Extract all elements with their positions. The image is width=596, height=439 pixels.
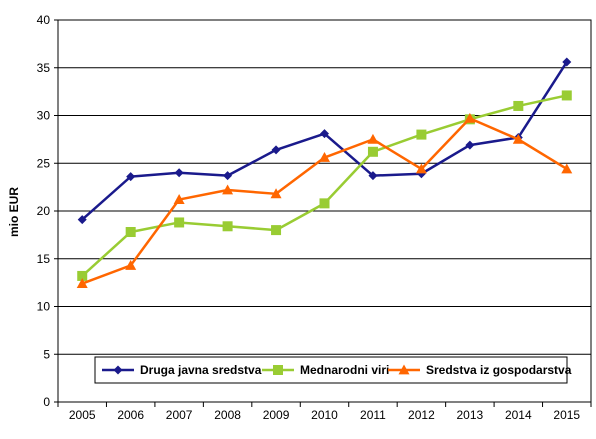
legend-marker [398,364,410,375]
data-point [125,259,137,270]
y-tick-label: 5 [43,347,50,361]
gridlines [58,67,591,355]
x-tick-label: 2015 [553,408,580,422]
data-point [174,168,184,178]
data-point [561,90,572,101]
y-tick-label: 30 [37,109,51,123]
x-tick-label: 2014 [505,408,532,422]
data-point [464,112,476,123]
data-point [416,129,427,140]
x-tick-label: 2009 [263,408,290,422]
data-point [415,163,427,174]
data-point [562,57,572,67]
data-point [173,194,185,204]
x-tick-label: 2010 [311,408,338,422]
data-point [513,100,524,111]
x-tick-label: 2012 [408,408,435,422]
data-point [77,270,88,281]
data-point [320,129,329,139]
series-3 [76,112,573,288]
y-tick-label: 10 [37,300,51,314]
data-point [561,163,573,174]
legend-marker [273,365,283,375]
legend-box [94,356,568,384]
data-point [76,278,88,288]
data-point [271,145,281,155]
data-point [368,171,378,181]
data-point [125,227,136,238]
y-tick-label: 20 [37,204,51,218]
data-point [174,217,185,228]
data-point [271,225,282,236]
series-group [76,57,573,288]
legend-label: Druga javna sredstva [140,363,262,377]
x-tick-label: 2011 [360,408,386,422]
series-1 [77,57,572,225]
y-tick-label: 15 [37,252,51,266]
legend-label: Mednarodni viri [300,363,389,377]
x-tick-label: 2007 [166,408,193,422]
x-tick-label: 2006 [117,408,144,422]
data-point [222,184,234,195]
legend-label: Sredstva iz gospodarstva [426,363,572,377]
legend: Druga javna sredstva Mednarodni viri Sreds… [94,356,572,384]
data-point [77,215,87,225]
x-tick-label: 2005 [69,408,96,422]
data-point [222,221,233,232]
x-tick-label: 2013 [457,408,484,422]
data-point [367,146,378,157]
y-axis-title: mio EUR [7,187,21,237]
data-point [367,133,379,144]
data-point [126,172,136,182]
data-point [465,140,475,150]
legend-marker [113,365,123,375]
y-tick-label: 0 [43,395,50,409]
data-point [270,188,282,199]
x-tick-label: 2008 [214,408,241,422]
data-point [223,171,233,181]
series-2 [77,90,572,281]
data-point [319,198,330,209]
data-point [319,152,330,162]
y-axis-ticks: 0 5 10 15 20 25 30 35 40 [37,13,58,409]
x-axis-ticks: 2005 2006 2007 2008 2009 2010 2011 2012 2013 2014… [57,402,592,422]
y-tick-label: 35 [37,61,51,75]
y-tick-label: 40 [37,13,51,27]
data-point [512,133,524,144]
y-tick-label: 25 [37,156,51,170]
